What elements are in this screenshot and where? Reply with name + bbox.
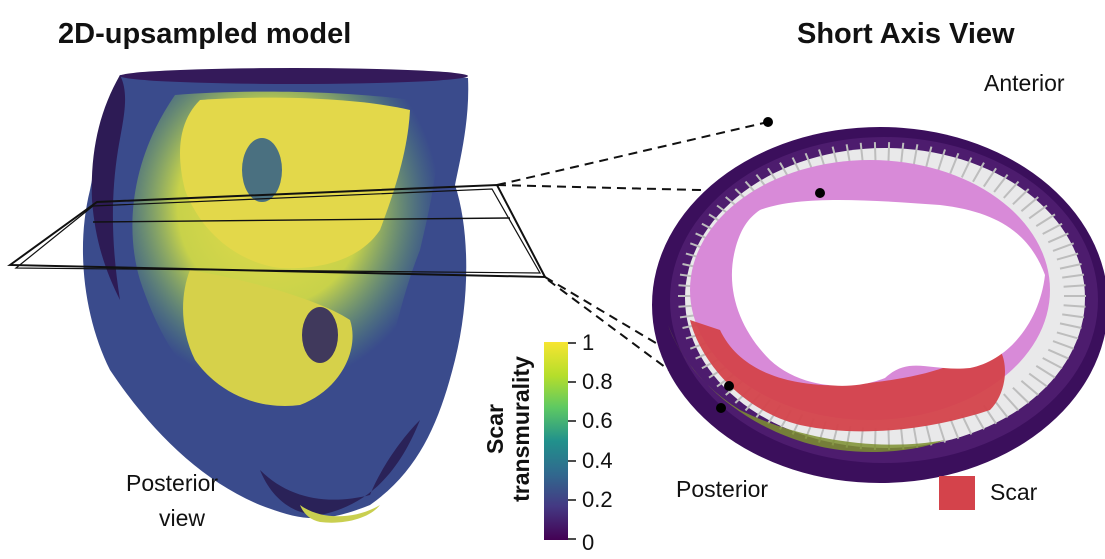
colorbar-title-line1: Scar <box>482 404 508 454</box>
marker-dots <box>716 117 825 413</box>
heart-apex-tip <box>300 505 380 523</box>
colorbar-tick-0: 0 <box>582 530 595 555</box>
fiber-spoke <box>887 142 891 165</box>
fiber-spoke <box>1035 365 1056 379</box>
fiber-spoke <box>1020 196 1039 212</box>
fiber-spoke <box>1012 188 1030 206</box>
colorbar-tick-0-4: 0.4 <box>582 448 613 473</box>
fiber-spoke <box>1063 304 1086 308</box>
scar-legend-label: Scar <box>990 479 1038 505</box>
fiber-spoke <box>937 149 946 171</box>
heart-scar-lower <box>183 270 353 406</box>
fiber-spoke <box>1035 213 1056 227</box>
heart-left-dark-edge <box>91 75 126 300</box>
fiber-spoke <box>1062 313 1085 319</box>
colorbar-tick-1: 1 <box>582 330 595 355</box>
fiber-spoke <box>1056 331 1079 340</box>
fiber-spoke <box>925 423 933 446</box>
fiber-spoke <box>912 144 919 167</box>
fiber-spoke <box>1028 204 1048 220</box>
fiber-spoke <box>1062 273 1085 279</box>
posterior-view-label-line1: Posterior <box>126 470 219 496</box>
connector-lines <box>496 121 821 409</box>
heart-scar-core <box>180 97 410 269</box>
colorbar-tick-0-2: 0.2 <box>582 487 613 512</box>
fiber-spoke <box>900 142 905 165</box>
lumen <box>731 200 1045 386</box>
right-panel-title: Short Axis View <box>797 18 1015 50</box>
fiber-spoke <box>960 414 973 435</box>
fiber-spoke <box>1020 380 1039 396</box>
cut-plane-midline <box>92 217 511 223</box>
fiber-spoke <box>925 146 933 169</box>
marker-dot-4 <box>716 403 726 413</box>
fiber-spoke <box>982 167 997 188</box>
cut-plane-inner <box>14 188 542 274</box>
fiber-spoke <box>1052 242 1075 252</box>
fiber-spoke <box>937 421 946 443</box>
fiber-spoke <box>1012 386 1030 404</box>
left-panel-title: 2D-upsampled model <box>58 18 352 50</box>
posterior-view-label-line2: view <box>159 505 206 531</box>
fiber-spoke <box>960 157 973 178</box>
fiber-spoke <box>1059 263 1082 270</box>
marker-dot-1 <box>763 117 773 127</box>
fiber-spoke <box>1052 340 1075 350</box>
heart-model <box>82 68 469 523</box>
connector-3 <box>544 276 729 387</box>
scar-legend-swatch <box>939 476 975 510</box>
fiber-spoke <box>1042 222 1063 235</box>
colorbar-tick-0-8: 0.8 <box>582 369 613 394</box>
colorbar-title: Scar transmurality <box>482 338 534 520</box>
fiber-spoke <box>1003 180 1020 199</box>
marker-dot-2 <box>815 188 825 198</box>
fiber-spoke <box>1063 284 1086 288</box>
fiber-spoke <box>1003 393 1020 412</box>
heart-dark-spot-upper <box>242 138 282 202</box>
heart-apex-dark <box>260 420 420 515</box>
fiber-spoke <box>1028 372 1048 388</box>
connector-2 <box>496 184 821 194</box>
fiber-spoke <box>993 399 1009 419</box>
fiber-spoke <box>1059 322 1082 329</box>
fiber-spoke <box>993 173 1009 193</box>
marker-dot-3 <box>724 381 734 391</box>
fiber-spoke <box>949 418 960 440</box>
heart-dark-spot-lower <box>302 307 338 363</box>
fiber-spoke <box>1047 348 1069 360</box>
heart-top-rim <box>120 68 468 84</box>
colorbar <box>544 342 576 540</box>
fiber-spoke <box>1042 357 1063 370</box>
fiber-spoke <box>949 152 960 174</box>
fiber-spoke <box>972 162 985 183</box>
colorbar-ticks <box>568 342 576 540</box>
connector-4 <box>547 279 721 409</box>
connector-1 <box>496 121 769 186</box>
colorbar-gradient-rect <box>544 342 568 540</box>
fiber-spoke <box>1056 252 1079 261</box>
fiber-spoke <box>1047 232 1069 244</box>
short-axis-ring <box>652 127 1105 483</box>
posterior-label-right: Posterior <box>676 476 769 502</box>
scar-region <box>690 320 1005 432</box>
colorbar-tick-0-6: 0.6 <box>582 408 613 433</box>
colorbar-title-line2: transmurality <box>508 356 534 502</box>
anterior-label: Anterior <box>984 70 1065 96</box>
